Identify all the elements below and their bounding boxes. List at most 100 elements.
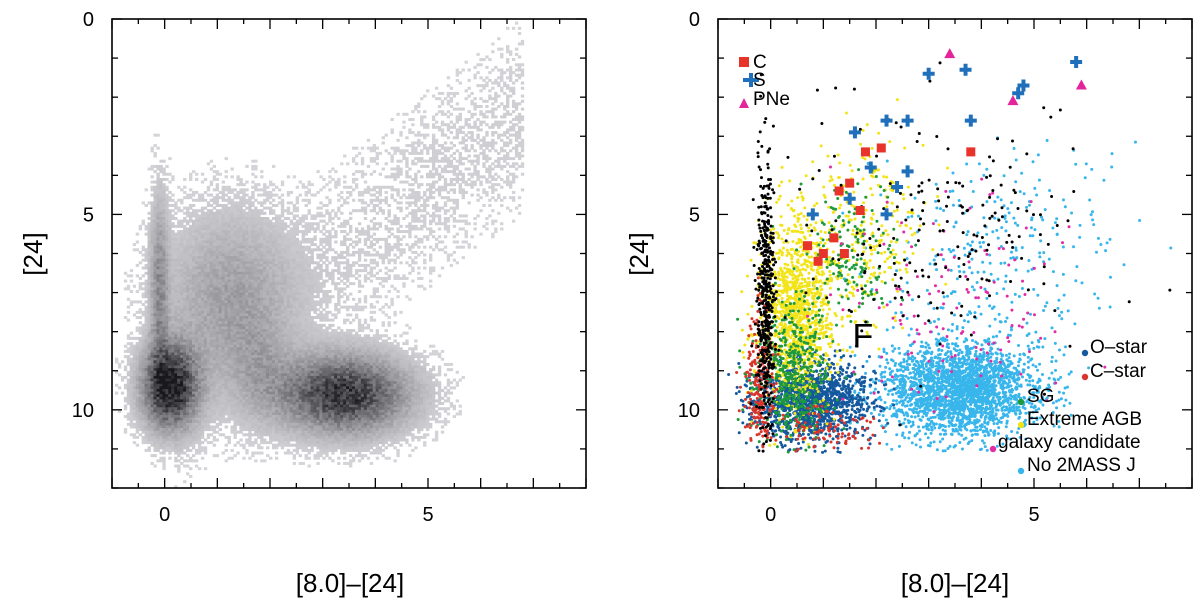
density-cell bbox=[230, 188, 234, 192]
density-cell bbox=[277, 347, 282, 351]
density-cell bbox=[221, 352, 225, 356]
density-cell bbox=[224, 305, 228, 309]
density-cell bbox=[177, 224, 181, 228]
density-cell bbox=[162, 409, 166, 413]
density-cell bbox=[138, 287, 143, 291]
density-cell bbox=[242, 266, 246, 270]
density-cell bbox=[180, 230, 184, 234]
density-cell bbox=[283, 388, 288, 392]
density-cell bbox=[147, 388, 151, 392]
density-cell bbox=[260, 368, 264, 372]
density-cell bbox=[150, 193, 154, 197]
density-cell bbox=[236, 318, 240, 322]
density-cell bbox=[177, 430, 181, 434]
density-cell bbox=[274, 310, 279, 314]
density-cell bbox=[147, 428, 151, 432]
density-cell bbox=[277, 269, 282, 273]
density-cell bbox=[271, 316, 276, 320]
density-cell bbox=[138, 402, 143, 406]
density-cell bbox=[215, 334, 220, 338]
density-cell bbox=[242, 214, 246, 218]
density-cell bbox=[274, 409, 279, 413]
density-cell bbox=[260, 310, 264, 314]
density-cell bbox=[206, 289, 211, 293]
density-cell bbox=[236, 232, 240, 236]
density-cell bbox=[200, 352, 205, 356]
density-cell bbox=[224, 391, 228, 395]
density-cell bbox=[189, 284, 193, 288]
density-cell bbox=[245, 383, 249, 387]
density-cell bbox=[153, 253, 157, 257]
density-cell bbox=[233, 219, 237, 223]
density-cell bbox=[248, 352, 252, 356]
density-cell bbox=[165, 253, 169, 257]
density-cell bbox=[260, 365, 264, 369]
density-cell bbox=[168, 266, 172, 270]
density-cell bbox=[159, 214, 163, 218]
density-cell bbox=[191, 417, 196, 421]
density-cell bbox=[203, 334, 208, 338]
density-cell bbox=[168, 310, 172, 314]
density-cell bbox=[221, 409, 225, 413]
density-cell bbox=[239, 206, 243, 210]
density-cell bbox=[239, 248, 243, 252]
density-cell bbox=[280, 352, 285, 356]
density-cell bbox=[200, 435, 205, 439]
density-cell bbox=[239, 313, 243, 317]
density-cell bbox=[162, 310, 166, 314]
density-cell bbox=[266, 399, 270, 403]
density-cell bbox=[153, 250, 157, 254]
density-cell bbox=[200, 386, 205, 390]
density-cell bbox=[248, 438, 252, 442]
density-cell bbox=[271, 188, 276, 192]
density-cell bbox=[171, 438, 175, 442]
density-cell bbox=[183, 305, 187, 309]
density-cell bbox=[254, 459, 258, 463]
density-cell bbox=[165, 347, 169, 351]
density-cell bbox=[135, 417, 140, 421]
density-cell bbox=[203, 451, 208, 455]
density-cell bbox=[147, 263, 151, 267]
density-cell bbox=[186, 297, 190, 301]
density-cell bbox=[189, 279, 193, 283]
density-cell bbox=[224, 399, 228, 403]
density-cell bbox=[212, 188, 217, 192]
density-cell bbox=[277, 402, 282, 406]
density-cell bbox=[215, 303, 220, 307]
density-cell bbox=[227, 276, 231, 280]
density-cell bbox=[162, 295, 166, 299]
density-cell bbox=[162, 269, 166, 273]
density-cell bbox=[153, 443, 157, 447]
density-cell bbox=[230, 297, 234, 301]
density-cell bbox=[242, 412, 246, 416]
density-cell bbox=[209, 415, 214, 419]
density-cell bbox=[242, 386, 246, 390]
density-cell bbox=[251, 375, 255, 379]
density-cell bbox=[263, 303, 267, 307]
density-cell bbox=[147, 446, 151, 450]
density-cell bbox=[144, 365, 148, 369]
density-cell bbox=[254, 164, 258, 168]
density-cell bbox=[183, 274, 187, 278]
density-cell bbox=[248, 206, 252, 210]
density-cell bbox=[263, 276, 267, 280]
density-cell bbox=[251, 172, 255, 176]
density-cell bbox=[165, 383, 169, 387]
density-cell bbox=[271, 300, 276, 304]
density-cell bbox=[150, 334, 154, 338]
density-cell bbox=[274, 355, 279, 359]
density-cell bbox=[189, 269, 193, 273]
density-cell bbox=[239, 214, 243, 218]
density-cell bbox=[189, 276, 193, 280]
density-cell bbox=[254, 344, 258, 348]
density-cell bbox=[186, 318, 190, 322]
density-cell bbox=[227, 235, 231, 239]
density-cell bbox=[159, 188, 163, 192]
density-cell bbox=[159, 310, 163, 314]
density-cell bbox=[171, 428, 175, 432]
density-cell bbox=[218, 339, 223, 343]
density-cell bbox=[162, 232, 166, 236]
density-cell bbox=[254, 313, 258, 317]
density-cell bbox=[221, 263, 225, 267]
density-cell bbox=[215, 305, 220, 309]
